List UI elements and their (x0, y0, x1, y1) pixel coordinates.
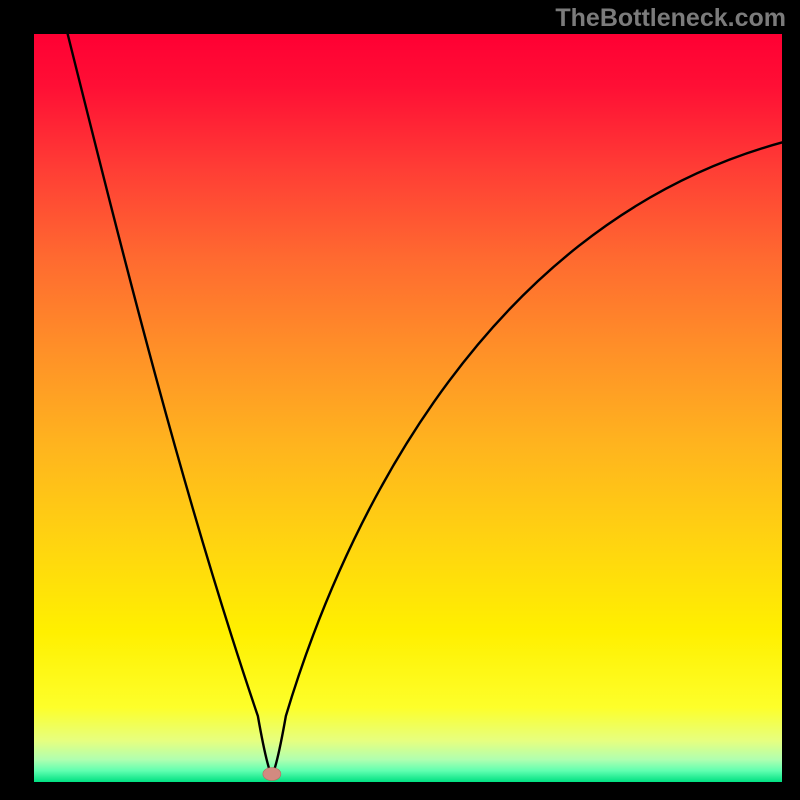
plot-background (34, 34, 782, 782)
sweet-spot-marker (263, 768, 281, 781)
bottleneck-chart (0, 0, 800, 800)
chart-frame: TheBottleneck.com (0, 0, 800, 800)
watermark-text: TheBottleneck.com (555, 4, 786, 33)
